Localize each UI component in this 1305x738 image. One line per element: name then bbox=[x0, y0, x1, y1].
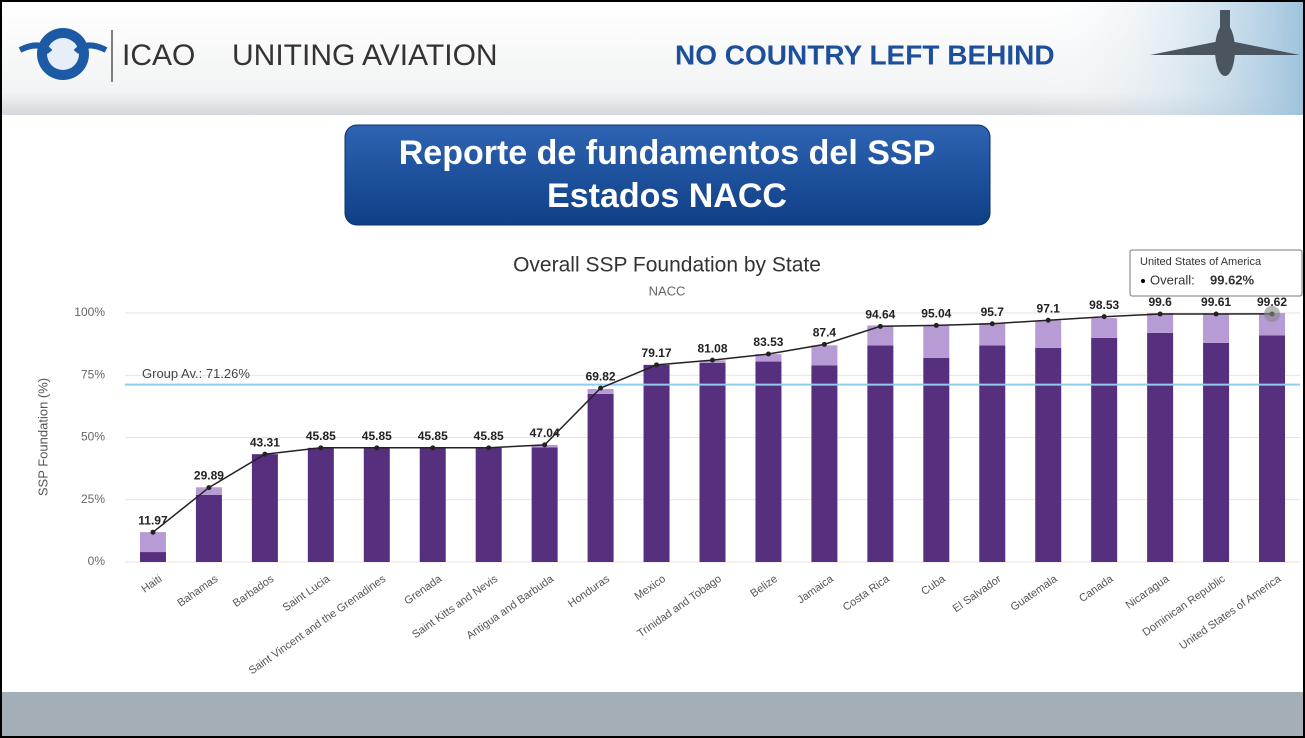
overall-marker bbox=[766, 352, 771, 357]
bar-segment bbox=[1035, 320, 1061, 347]
footer-band bbox=[2, 692, 1303, 736]
data-label: 45.85 bbox=[474, 429, 504, 443]
overall-marker bbox=[1102, 314, 1107, 319]
data-label: 87.4 bbox=[813, 326, 837, 340]
data-label: 79.17 bbox=[642, 346, 672, 360]
y-tick-label: 75% bbox=[81, 367, 105, 381]
overall-marker bbox=[542, 442, 547, 447]
data-label: 45.85 bbox=[306, 429, 336, 443]
slide-title: Estados NACC bbox=[547, 177, 787, 215]
data-label: 94.64 bbox=[865, 308, 895, 322]
tooltip-bullet bbox=[1141, 279, 1145, 283]
data-label: 81.08 bbox=[697, 341, 727, 355]
data-label: 11.97 bbox=[138, 513, 168, 527]
bar-segment bbox=[811, 345, 837, 365]
data-label: 45.85 bbox=[418, 429, 448, 443]
data-label: 43.31 bbox=[250, 435, 280, 449]
sky-image bbox=[1030, 2, 1303, 115]
bar-segment bbox=[140, 552, 166, 562]
slide-title: Reporte de fundamentos del SSP bbox=[399, 134, 936, 172]
bar-segment bbox=[1035, 348, 1061, 562]
bar-segment bbox=[420, 448, 446, 562]
overall-marker bbox=[150, 530, 155, 535]
bar-segment bbox=[923, 325, 949, 357]
bar-segment bbox=[252, 454, 278, 562]
overall-marker bbox=[934, 323, 939, 328]
bar-segment bbox=[364, 448, 390, 562]
slide: ICAO UNITING AVIATION NO COUNTRY LEFT BE… bbox=[0, 0, 1305, 738]
data-label: 29.89 bbox=[194, 469, 224, 483]
overall-marker bbox=[654, 362, 659, 367]
bar-segment bbox=[700, 363, 726, 562]
data-label: 99.6 bbox=[1148, 295, 1172, 309]
overall-marker bbox=[1158, 311, 1163, 316]
org-name: ICAO bbox=[122, 39, 195, 72]
tooltip-title: United States of America bbox=[1140, 256, 1262, 268]
overall-marker bbox=[206, 485, 211, 490]
data-label: 95.7 bbox=[981, 305, 1005, 319]
bar-segment bbox=[1203, 343, 1229, 562]
data-label: 99.61 bbox=[1201, 295, 1231, 309]
reference-label: Group Av.: 71.26% bbox=[142, 366, 250, 381]
overall-marker bbox=[710, 358, 715, 363]
chart-title: Overall SSP Foundation by State bbox=[513, 254, 821, 277]
bar-segment bbox=[1091, 318, 1117, 338]
tooltip-value: 99.62% bbox=[1210, 272, 1255, 287]
bar-segment bbox=[644, 365, 670, 562]
overall-marker bbox=[430, 445, 435, 450]
bar-segment bbox=[308, 448, 334, 562]
hover-halo bbox=[1264, 306, 1280, 322]
y-tick-label: 25% bbox=[81, 492, 105, 506]
bar-segment bbox=[140, 532, 166, 552]
tooltip-text: Overall: bbox=[1150, 272, 1195, 287]
bar-segment bbox=[979, 323, 1005, 345]
bar-segment bbox=[196, 495, 222, 562]
data-label: 83.53 bbox=[753, 335, 783, 349]
bar-segment bbox=[1147, 333, 1173, 562]
overall-marker bbox=[822, 342, 827, 347]
overall-marker bbox=[1214, 311, 1219, 316]
campaign: NO COUNTRY LEFT BEHIND bbox=[675, 39, 1055, 70]
data-label: 97.1 bbox=[1037, 301, 1061, 315]
data-label: 69.82 bbox=[586, 369, 616, 383]
bar-segment bbox=[867, 345, 893, 562]
data-label: 95.04 bbox=[921, 307, 951, 321]
y-axis-title: SSP Foundation (%) bbox=[35, 378, 50, 496]
overall-marker bbox=[486, 445, 491, 450]
data-label: 98.53 bbox=[1089, 298, 1119, 312]
overall-marker bbox=[318, 445, 323, 450]
tooltip: United States of America Overall: 99.62% bbox=[1130, 250, 1302, 296]
bar-segment bbox=[979, 345, 1005, 562]
overall-marker bbox=[598, 386, 603, 391]
bar-segment bbox=[923, 358, 949, 562]
data-label: 45.85 bbox=[362, 429, 392, 443]
slogan: UNITING AVIATION bbox=[232, 39, 498, 72]
bar-segment bbox=[532, 447, 558, 562]
chart-subtitle: NACC bbox=[649, 283, 686, 298]
overall-marker bbox=[1046, 318, 1051, 323]
bar-segment bbox=[755, 362, 781, 562]
overall-marker bbox=[374, 445, 379, 450]
y-tick-label: 50% bbox=[81, 430, 105, 444]
bar-segment bbox=[1203, 313, 1229, 343]
overall-marker bbox=[878, 324, 883, 329]
bar-segment bbox=[1259, 335, 1285, 562]
y-tick-label: 0% bbox=[88, 554, 106, 568]
data-label: 47.04 bbox=[530, 426, 560, 440]
bar-segment bbox=[811, 365, 837, 562]
bar-segment bbox=[1091, 338, 1117, 562]
chart: ICAO UNITING AVIATION NO COUNTRY LEFT BE… bbox=[0, 0, 1305, 738]
overall-marker bbox=[262, 452, 267, 457]
overall-marker bbox=[990, 321, 995, 326]
bar-segment bbox=[588, 394, 614, 562]
y-tick-label: 100% bbox=[74, 305, 105, 319]
bar-segment bbox=[476, 448, 502, 562]
